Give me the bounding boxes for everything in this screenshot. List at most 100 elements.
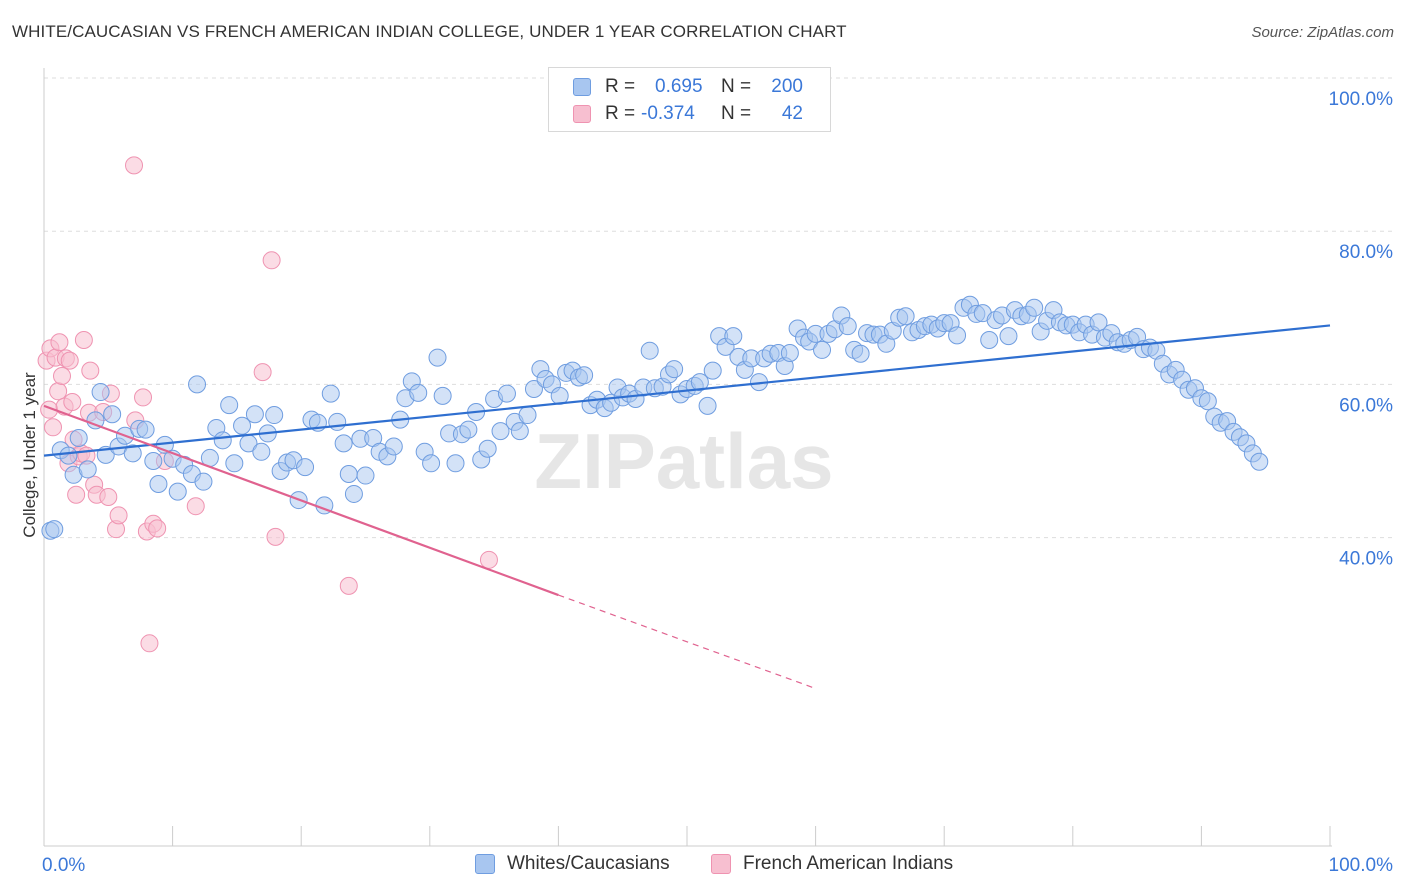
data-point-whites (45, 520, 64, 539)
data-point-whites (168, 482, 187, 501)
data-point-whites (136, 420, 155, 439)
data-point-whites (497, 384, 516, 403)
data-point-whites (103, 405, 122, 424)
data-point-whites (724, 327, 743, 346)
data-point-french (49, 382, 68, 401)
legend-item-french[interactable]: French American Indians (711, 853, 953, 875)
data-point-whites (265, 406, 284, 425)
data-point-whites (690, 373, 709, 392)
y-tick-label: 100.0% (1329, 89, 1394, 110)
data-point-whites (780, 343, 799, 362)
trend-line-french-extension (558, 594, 816, 690)
data-point-french (262, 251, 281, 270)
y-tick-label: 80.0% (1339, 242, 1393, 263)
data-point-whites (59, 446, 78, 465)
data-point-whites (245, 405, 264, 424)
data-point-whites (334, 434, 353, 453)
data-point-whites (123, 444, 142, 463)
data-point-french (74, 330, 93, 349)
data-point-whites (296, 458, 315, 477)
data-point-whites (1250, 452, 1269, 471)
data-point-french (186, 497, 205, 516)
data-point-whites (428, 348, 447, 367)
axes (43, 68, 1332, 847)
data-point-whites (838, 317, 857, 336)
data-point-whites (851, 344, 870, 363)
data-point-whites (1089, 313, 1108, 332)
data-point-french (60, 351, 79, 370)
data-point-whites (252, 442, 271, 461)
data-point-whites (194, 472, 213, 491)
data-point-french (44, 418, 63, 437)
data-point-whites (233, 416, 252, 435)
data-point-whites (433, 386, 452, 405)
data-point-whites (459, 420, 478, 439)
legend-swatch-pink (711, 854, 731, 874)
data-point-french (134, 388, 153, 407)
data-point-whites (78, 460, 97, 479)
data-point-whites (409, 383, 428, 402)
x-tick-label: 100.0% (1329, 855, 1394, 876)
data-point-whites (225, 454, 244, 473)
trend-line-whites (43, 324, 1331, 457)
data-point-whites (518, 406, 537, 425)
data-point-french (67, 485, 86, 504)
data-point-french (109, 506, 128, 525)
data-point-whites (188, 375, 207, 394)
data-point-whites (220, 396, 239, 415)
data-point-french (50, 333, 69, 352)
legend-swatch-pink (573, 105, 591, 123)
data-point-whites (69, 429, 88, 448)
data-point-whites (86, 411, 105, 430)
legend-n-label: N = (721, 103, 752, 124)
trend-line-french (43, 404, 559, 597)
pink-series-points (37, 156, 498, 653)
data-point-whites (698, 396, 717, 415)
data-point-whites (665, 360, 684, 379)
data-point-french (53, 366, 72, 385)
data-point-whites (510, 422, 529, 441)
data-point-whites (339, 465, 358, 484)
legend-r-value: -0.374 (641, 103, 695, 124)
trend-lines (43, 324, 1331, 690)
data-point-whites (149, 474, 168, 493)
legend-row-whites: R = 0.695 N = 200 (573, 75, 803, 99)
legend-label-whites: Whites/Caucasians (507, 853, 670, 874)
y-tick-label: 60.0% (1339, 395, 1393, 416)
data-point-whites (1198, 392, 1217, 411)
legend-n-label: N = (721, 76, 752, 97)
blue-series-points (41, 295, 1269, 540)
legend-item-whites[interactable]: Whites/Caucasians (475, 853, 670, 875)
legend-n-value: 42 (781, 103, 803, 124)
y-axis-label: College, Under 1 year (20, 372, 39, 538)
data-point-whites (524, 379, 543, 398)
chart-title: WHITE/CAUCASIAN VS FRENCH AMERICAN INDIA… (12, 22, 847, 41)
y-tick-labels: 40.0% 60.0% 80.0% 100.0% (1329, 89, 1394, 570)
data-point-french (148, 519, 167, 538)
data-point-whites (896, 307, 915, 326)
data-point-whites (328, 412, 347, 431)
data-point-french (253, 363, 272, 382)
legend-n-value: 200 (771, 76, 803, 97)
data-point-french (81, 361, 100, 380)
data-point-whites (91, 383, 110, 402)
data-point-whites (575, 366, 594, 385)
legend-swatch-blue (475, 854, 495, 874)
data-point-whites (999, 327, 1018, 346)
data-point-whites (948, 326, 967, 345)
series-legend: Whites/Caucasians French American Indian… (0, 851, 1406, 879)
watermark: ZIPatlas (534, 417, 833, 505)
data-point-french (266, 527, 285, 546)
data-point-whites (980, 330, 999, 349)
data-point-whites (491, 422, 510, 441)
data-point-whites (1025, 298, 1044, 317)
legend-swatch-blue (573, 78, 591, 96)
data-point-whites (813, 340, 832, 359)
data-point-french (125, 156, 144, 175)
data-point-whites (446, 454, 465, 473)
y-tick-label: 40.0% (1339, 549, 1393, 570)
legend-r-label: R = (605, 103, 636, 124)
data-point-french (479, 550, 498, 569)
legend-r-value: 0.695 (655, 76, 703, 97)
